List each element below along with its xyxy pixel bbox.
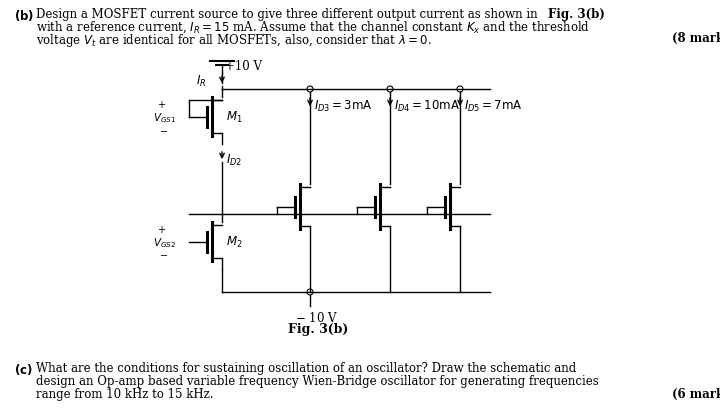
Text: $+$: $+$ [157, 224, 166, 235]
Text: $I_R$: $I_R$ [196, 74, 206, 89]
Text: $V_{GS1}$: $V_{GS1}$ [153, 111, 176, 125]
Text: Fig. 3(b): Fig. 3(b) [548, 8, 605, 21]
Text: with a reference current, $I_R = 15$ mA. Assume that the channel constant $K_x$ : with a reference current, $I_R = 15$ mA.… [36, 20, 590, 36]
Text: Fig. 3(b): Fig. 3(b) [288, 322, 348, 335]
Text: Design a MOSFET current source to give three different output current as shown i: Design a MOSFET current source to give t… [36, 8, 541, 21]
Text: $-$ 10 V: $-$ 10 V [295, 310, 338, 324]
Text: $I_{D3} = 3\mathrm{mA}$: $I_{D3} = 3\mathrm{mA}$ [314, 99, 373, 114]
Text: (8 marks): (8 marks) [672, 32, 720, 45]
Text: $-$: $-$ [159, 125, 168, 134]
Text: $I_{D4} = 10\mathrm{mA}$: $I_{D4} = 10\mathrm{mA}$ [394, 99, 460, 114]
Text: (6 marks): (6 marks) [672, 387, 720, 400]
Text: $\mathbf{(c)}$: $\mathbf{(c)}$ [14, 361, 32, 376]
Text: $I_{D2}$: $I_{D2}$ [226, 153, 242, 168]
Text: design an Op-amp based variable frequency Wien-Bridge oscillator for generating : design an Op-amp based variable frequenc… [36, 374, 599, 387]
Text: +10 V: +10 V [225, 60, 262, 73]
Text: $M_2$: $M_2$ [226, 235, 243, 249]
Text: voltage $V_t$ are identical for all MOSFETs, also, consider that $\lambda = 0$.: voltage $V_t$ are identical for all MOSF… [36, 32, 432, 49]
Text: $V_{GS2}$: $V_{GS2}$ [153, 236, 176, 250]
Text: What are the conditions for sustaining oscillation of an oscillator? Draw the sc: What are the conditions for sustaining o… [36, 361, 576, 374]
Text: range from 10 kHz to 15 kHz.: range from 10 kHz to 15 kHz. [36, 387, 214, 400]
Text: $\mathbf{(b)}$: $\mathbf{(b)}$ [14, 8, 34, 23]
Text: $M_1$: $M_1$ [226, 110, 243, 125]
Text: $I_{D5} = 7\mathrm{mA}$: $I_{D5} = 7\mathrm{mA}$ [464, 99, 523, 114]
Text: $-$: $-$ [159, 250, 168, 259]
Text: $+$: $+$ [157, 99, 166, 110]
